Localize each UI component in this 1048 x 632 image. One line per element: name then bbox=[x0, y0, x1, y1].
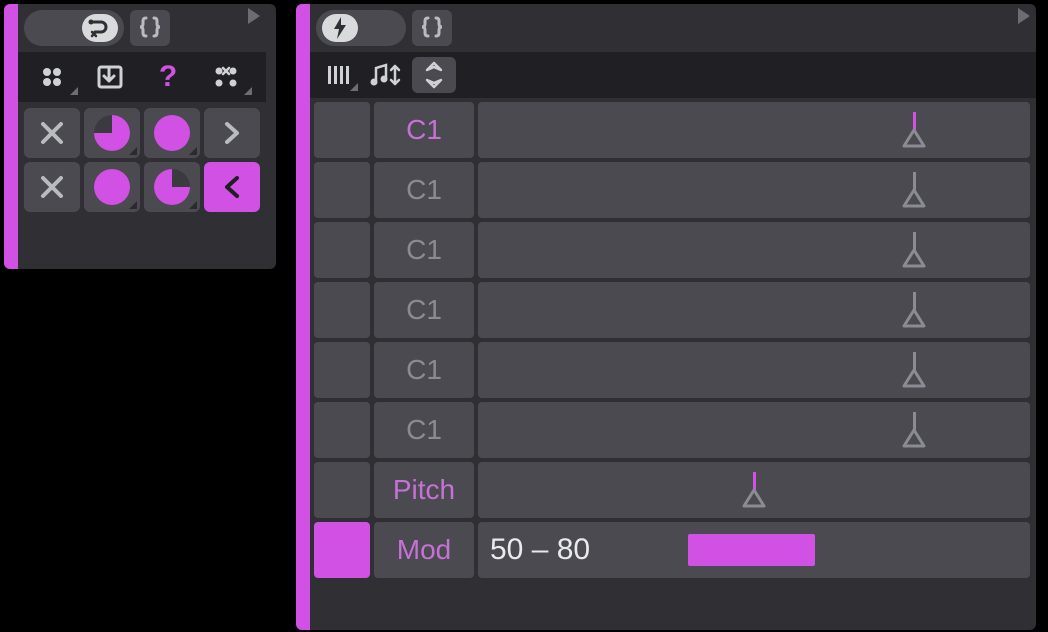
row-handle[interactable] bbox=[314, 162, 370, 218]
braces-button[interactable] bbox=[130, 10, 170, 46]
row-handle[interactable] bbox=[314, 102, 370, 158]
param-row: C1 bbox=[314, 162, 1030, 218]
cell-back[interactable] bbox=[204, 162, 260, 212]
row-handle[interactable] bbox=[314, 462, 370, 518]
slider-marker[interactable] bbox=[902, 232, 926, 272]
music-updown-icon[interactable] bbox=[364, 57, 408, 93]
left-toolbar: ? bbox=[18, 52, 266, 102]
row-label[interactable]: C1 bbox=[374, 222, 474, 278]
param-row: C1 bbox=[314, 342, 1030, 398]
row-label[interactable]: C1 bbox=[374, 282, 474, 338]
route-toggle[interactable] bbox=[24, 10, 124, 46]
param-row: C1 bbox=[314, 282, 1030, 338]
row-handle[interactable] bbox=[314, 222, 370, 278]
row-value-text: 50 – 80 bbox=[490, 533, 590, 567]
right-toolbar bbox=[310, 52, 1036, 98]
left-color-strip[interactable] bbox=[4, 4, 18, 269]
bars-icon[interactable] bbox=[316, 57, 360, 93]
row-label[interactable]: Mod bbox=[374, 522, 474, 578]
import-icon[interactable] bbox=[82, 57, 138, 97]
bolt-icon bbox=[322, 14, 358, 42]
param-row: C1 bbox=[314, 222, 1030, 278]
row-handle[interactable] bbox=[314, 282, 370, 338]
slider-marker[interactable] bbox=[902, 112, 926, 152]
x-icon bbox=[39, 174, 65, 200]
slider-marker[interactable] bbox=[902, 292, 926, 332]
row-track[interactable] bbox=[478, 342, 1030, 398]
right-color-strip[interactable] bbox=[296, 4, 310, 630]
diamond-updown-icon[interactable] bbox=[412, 57, 456, 93]
param-row: Mod 50 – 80 bbox=[314, 522, 1030, 578]
dots4-icon[interactable] bbox=[24, 57, 80, 97]
cell-circle-2[interactable] bbox=[84, 162, 140, 212]
param-row: C1 bbox=[314, 102, 1030, 158]
cell-forward[interactable] bbox=[204, 108, 260, 158]
row-handle[interactable] bbox=[314, 522, 370, 578]
bolt-toggle[interactable] bbox=[316, 10, 406, 46]
left-panel: ? bbox=[4, 4, 276, 269]
range-bar[interactable] bbox=[688, 534, 815, 566]
row-track[interactable] bbox=[478, 102, 1030, 158]
play-icon[interactable] bbox=[248, 8, 260, 24]
row-track[interactable] bbox=[478, 222, 1030, 278]
row-track[interactable] bbox=[478, 282, 1030, 338]
question-icon[interactable]: ? bbox=[140, 57, 196, 97]
dots-x-icon[interactable] bbox=[198, 57, 254, 97]
circle-full-icon bbox=[152, 113, 192, 153]
right-header bbox=[310, 4, 1036, 52]
row-label[interactable]: C1 bbox=[374, 402, 474, 458]
cell-x-2[interactable] bbox=[24, 162, 80, 212]
slider-marker[interactable] bbox=[742, 472, 766, 512]
param-row: C1 bbox=[314, 402, 1030, 458]
braces-button-right[interactable] bbox=[412, 10, 452, 46]
left-grid bbox=[18, 102, 266, 218]
slider-marker[interactable] bbox=[902, 352, 926, 392]
pie-75b-icon bbox=[152, 167, 192, 207]
cell-pie-1[interactable] bbox=[84, 108, 140, 158]
row-label[interactable]: C1 bbox=[374, 102, 474, 158]
cell-pie-2[interactable] bbox=[144, 162, 200, 212]
row-handle[interactable] bbox=[314, 402, 370, 458]
slider-marker[interactable] bbox=[902, 412, 926, 452]
route-icon bbox=[82, 14, 118, 42]
row-track[interactable] bbox=[478, 402, 1030, 458]
row-label[interactable]: C1 bbox=[374, 162, 474, 218]
row-track[interactable] bbox=[478, 162, 1030, 218]
play-icon-right[interactable] bbox=[1018, 8, 1030, 24]
circle-full-icon bbox=[92, 167, 132, 207]
pie-75-icon bbox=[92, 113, 132, 153]
cell-x-1[interactable] bbox=[24, 108, 80, 158]
x-icon bbox=[39, 120, 65, 146]
rows-area: C1 C1 C1 C1 C1 C1 Pitch Mod 50 – 80 bbox=[310, 98, 1036, 630]
row-handle[interactable] bbox=[314, 342, 370, 398]
braces-icon bbox=[137, 15, 163, 41]
chevron-right-icon bbox=[223, 121, 241, 145]
braces-icon bbox=[419, 15, 445, 41]
row-label[interactable]: C1 bbox=[374, 342, 474, 398]
row-track[interactable] bbox=[478, 462, 1030, 518]
cell-circle-1[interactable] bbox=[144, 108, 200, 158]
left-header bbox=[18, 4, 266, 52]
row-track[interactable]: 50 – 80 bbox=[478, 522, 1030, 578]
chevron-left-icon bbox=[223, 175, 241, 199]
param-row: Pitch bbox=[314, 462, 1030, 518]
right-panel: C1 C1 C1 C1 C1 C1 Pitch Mod 50 – 80 bbox=[296, 4, 1036, 630]
slider-marker[interactable] bbox=[902, 172, 926, 212]
row-label[interactable]: Pitch bbox=[374, 462, 474, 518]
